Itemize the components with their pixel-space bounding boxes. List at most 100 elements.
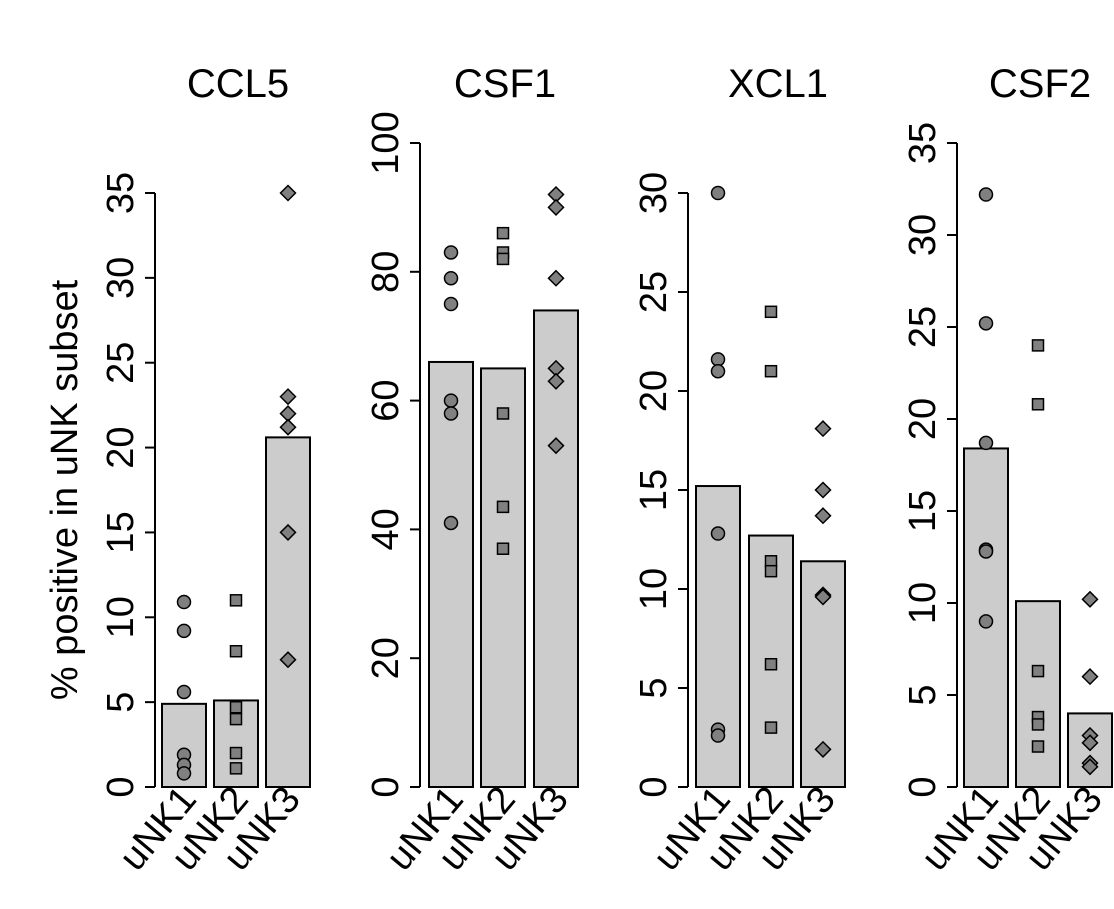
data-point	[229, 594, 243, 607]
data-point	[229, 644, 243, 658]
data-point	[496, 407, 510, 420]
data-point	[1081, 590, 1099, 608]
y-tick-label: 15	[633, 469, 675, 511]
data-point	[229, 762, 243, 775]
y-tick-label: 10	[100, 596, 142, 638]
data-point	[443, 245, 459, 260]
data-point	[547, 437, 565, 455]
data-point	[279, 184, 297, 202]
data-point	[764, 657, 778, 671]
y-tick-label: 30	[633, 172, 675, 214]
data-point	[1031, 718, 1045, 731]
data-point	[1031, 740, 1045, 753]
y-tick-label: 20	[365, 637, 407, 679]
data-point	[764, 364, 778, 378]
data-point	[496, 500, 510, 514]
data-point	[978, 187, 994, 202]
data-point	[1081, 758, 1099, 776]
y-tick-label: 25	[902, 306, 944, 348]
data-point	[710, 185, 726, 201]
data-point	[279, 388, 297, 406]
data-point	[710, 363, 726, 379]
data-point	[764, 305, 778, 319]
data-point	[764, 564, 778, 578]
y-tick-label: 0	[902, 776, 944, 797]
data-point	[764, 721, 778, 734]
y-tick-label: 15	[902, 490, 944, 532]
y-tick-label: 5	[633, 677, 675, 698]
y-tick-label: 35	[100, 172, 142, 214]
data-point	[176, 623, 192, 639]
panel-title: XCL1	[728, 62, 828, 106]
y-tick-label: 15	[100, 511, 142, 553]
bar	[265, 436, 311, 788]
data-point	[176, 684, 192, 700]
data-point	[1031, 398, 1045, 411]
data-point	[814, 507, 832, 525]
data-point	[496, 252, 510, 266]
data-point	[814, 481, 832, 499]
y-tick-label: 35	[902, 122, 944, 164]
y-tick-label: 25	[100, 342, 142, 384]
data-point	[229, 712, 243, 726]
data-point	[814, 588, 832, 606]
data-point	[710, 352, 726, 367]
y-tick-label: 60	[365, 379, 407, 421]
bar	[428, 360, 474, 788]
data-point	[229, 700, 243, 714]
panel-title: CSF2	[989, 62, 1091, 106]
data-point	[443, 393, 459, 408]
y-tick-label: 100	[365, 111, 407, 174]
data-point	[443, 406, 459, 421]
y-tick-label: 25	[633, 271, 675, 313]
y-tick-label: 30	[100, 257, 142, 299]
data-point	[229, 746, 243, 760]
bar	[480, 367, 526, 788]
data-point	[710, 526, 726, 541]
y-axis-label: % positive in uNK subset	[44, 279, 86, 700]
data-point	[279, 651, 297, 669]
y-tick-label: 80	[365, 251, 407, 293]
y-tick-label: 10	[633, 568, 675, 610]
data-point	[814, 740, 832, 758]
data-point	[496, 226, 510, 240]
y-tick-label: 20	[633, 370, 675, 412]
data-point	[1031, 664, 1045, 678]
data-point	[176, 766, 192, 781]
data-point	[547, 198, 565, 216]
y-tick-label: 20	[100, 426, 142, 468]
panel-title: CCL5	[187, 62, 289, 106]
data-point	[443, 515, 459, 531]
data-point	[978, 435, 994, 451]
y-tick-label: 0	[633, 776, 675, 797]
data-point	[978, 316, 994, 331]
data-point	[443, 270, 459, 286]
data-point	[547, 269, 565, 287]
data-point	[176, 594, 192, 610]
panel-title: CSF1	[454, 62, 556, 106]
data-point	[978, 614, 994, 629]
data-point	[1031, 339, 1045, 352]
data-point	[1081, 668, 1099, 686]
data-point	[443, 296, 459, 312]
y-tick-label: 10	[902, 582, 944, 624]
data-point	[814, 420, 832, 438]
y-tick-label: 20	[902, 398, 944, 440]
y-tick-label: 30	[902, 214, 944, 256]
y-tick-label: 0	[365, 776, 407, 797]
y-tick-label: 40	[365, 508, 407, 550]
data-point	[496, 542, 510, 555]
data-point	[710, 728, 726, 743]
data-point	[547, 372, 565, 390]
data-point	[1081, 734, 1099, 752]
data-point	[279, 523, 297, 541]
y-tick-label: 0	[100, 776, 142, 797]
bar	[1015, 600, 1061, 788]
data-point	[978, 544, 994, 559]
data-point	[279, 418, 297, 436]
y-tick-label: 5	[100, 692, 142, 713]
